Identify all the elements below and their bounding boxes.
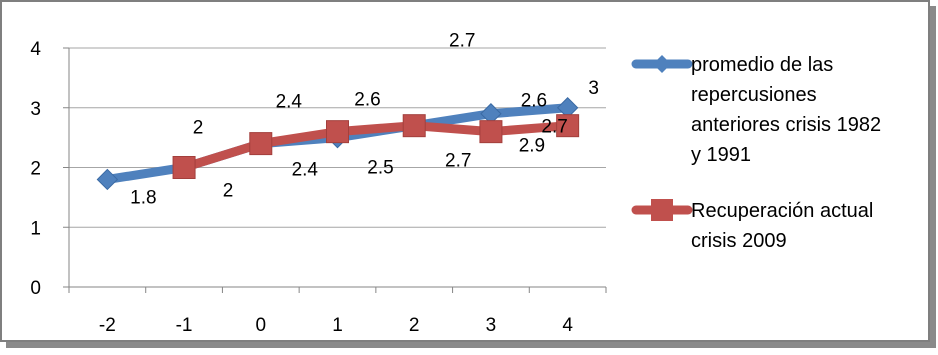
marker-square — [249, 132, 273, 156]
marker-square — [172, 156, 196, 179]
y-tick-label: 4 — [30, 39, 41, 60]
legend-marker-square — [651, 199, 673, 221]
x-tick-label: -2 — [99, 315, 116, 336]
data-label: 2.7 — [449, 31, 475, 52]
marker-square — [556, 114, 580, 138]
legend-label: Recuperación actual — [691, 200, 873, 222]
y-tick-label: 1 — [30, 218, 41, 239]
legend-label: repercusiones — [691, 84, 817, 106]
legend-marker-diamond — [653, 55, 671, 73]
data-label: 2.6 — [521, 91, 547, 112]
y-tick-label: 2 — [30, 159, 41, 180]
data-label: 2.4 — [292, 160, 319, 181]
marker-square — [326, 120, 349, 144]
legend-label: anteriores crisis 1982 — [691, 114, 881, 136]
y-tick-label: 3 — [30, 99, 41, 120]
x-tick-label: 3 — [486, 315, 497, 336]
data-label: 2.9 — [519, 136, 545, 157]
data-label: 2.4 — [276, 92, 303, 113]
data-label: 2.5 — [367, 158, 393, 179]
data-label: 1.8 — [130, 187, 156, 208]
x-tick-label: -1 — [176, 315, 193, 336]
data-label: 2.7 — [541, 117, 567, 138]
legend-label: y 1991 — [691, 144, 751, 166]
data-label: 2 — [223, 181, 234, 202]
x-tick-label: 2 — [409, 315, 420, 336]
marker-square — [479, 120, 503, 144]
data-label: 2.7 — [445, 151, 471, 172]
x-tick-label: 0 — [255, 315, 266, 336]
series-line-recuperacion — [179, 121, 573, 172]
data-label: 3 — [588, 78, 599, 99]
data-label: 2.6 — [354, 90, 380, 111]
legend-label: crisis 2009 — [691, 230, 787, 252]
legend-label: promedio de las — [691, 54, 833, 76]
marker-diamond — [96, 168, 119, 191]
marker-square — [402, 114, 426, 138]
y-tick-label: 0 — [30, 278, 41, 299]
data-label: 2 — [193, 118, 204, 139]
x-tick-label: 4 — [562, 315, 573, 336]
x-tick-label: 1 — [332, 315, 343, 336]
